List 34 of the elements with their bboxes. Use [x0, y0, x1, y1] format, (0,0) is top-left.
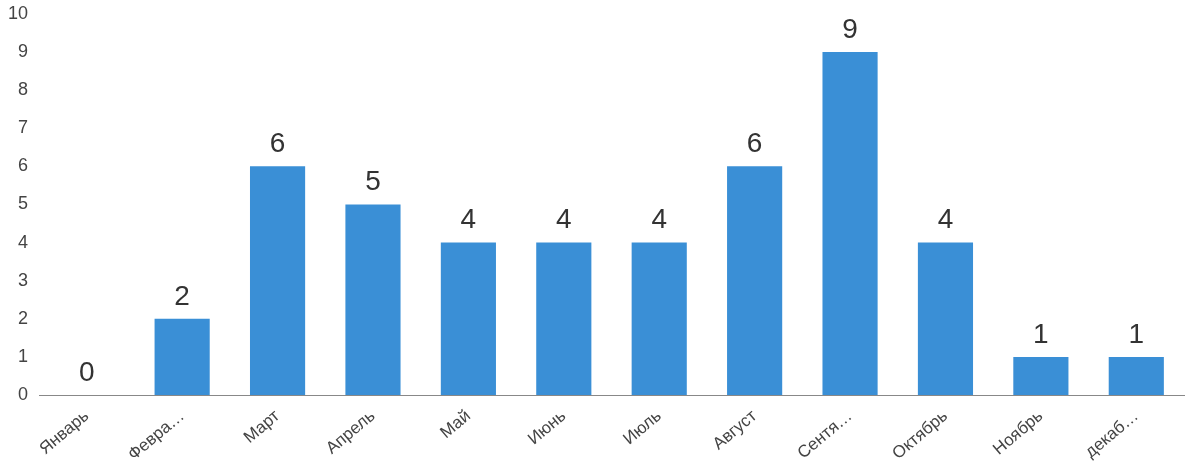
- bar: [917, 242, 974, 396]
- y-tick-label: 7: [18, 117, 29, 138]
- data-label: 4: [460, 203, 477, 235]
- data-label: 1: [1033, 317, 1049, 349]
- y-tick-label: 5: [18, 193, 29, 214]
- bar: [1013, 356, 1069, 396]
- data-label: 6: [269, 127, 286, 159]
- data-label: 4: [651, 203, 668, 235]
- bar: [822, 51, 878, 396]
- y-tick-label: 10: [7, 2, 29, 23]
- bar: [631, 242, 687, 396]
- data-label: 5: [365, 165, 381, 197]
- bar: [1108, 356, 1164, 396]
- data-label: 0: [78, 355, 95, 387]
- data-label: 4: [556, 203, 572, 235]
- y-tick-label: 1: [18, 345, 29, 366]
- bar: [249, 166, 306, 396]
- data-label: 9: [842, 12, 858, 44]
- bar: [536, 242, 592, 396]
- bar: [345, 204, 401, 396]
- data-label: 6: [746, 127, 763, 159]
- bar: [727, 166, 783, 396]
- y-tick-label: 2: [18, 307, 29, 328]
- data-label: 2: [174, 279, 190, 311]
- bar: [154, 318, 210, 396]
- y-tick-label: 4: [18, 231, 29, 252]
- y-tick-label: 6: [18, 155, 29, 176]
- data-label: 4: [937, 203, 954, 235]
- y-tick-label: 0: [18, 384, 29, 405]
- data-label: 1: [1128, 317, 1145, 349]
- bar: [440, 242, 496, 396]
- y-tick-label: 9: [18, 40, 29, 61]
- y-tick-label: 8: [18, 79, 29, 100]
- y-tick-label: 3: [18, 269, 29, 290]
